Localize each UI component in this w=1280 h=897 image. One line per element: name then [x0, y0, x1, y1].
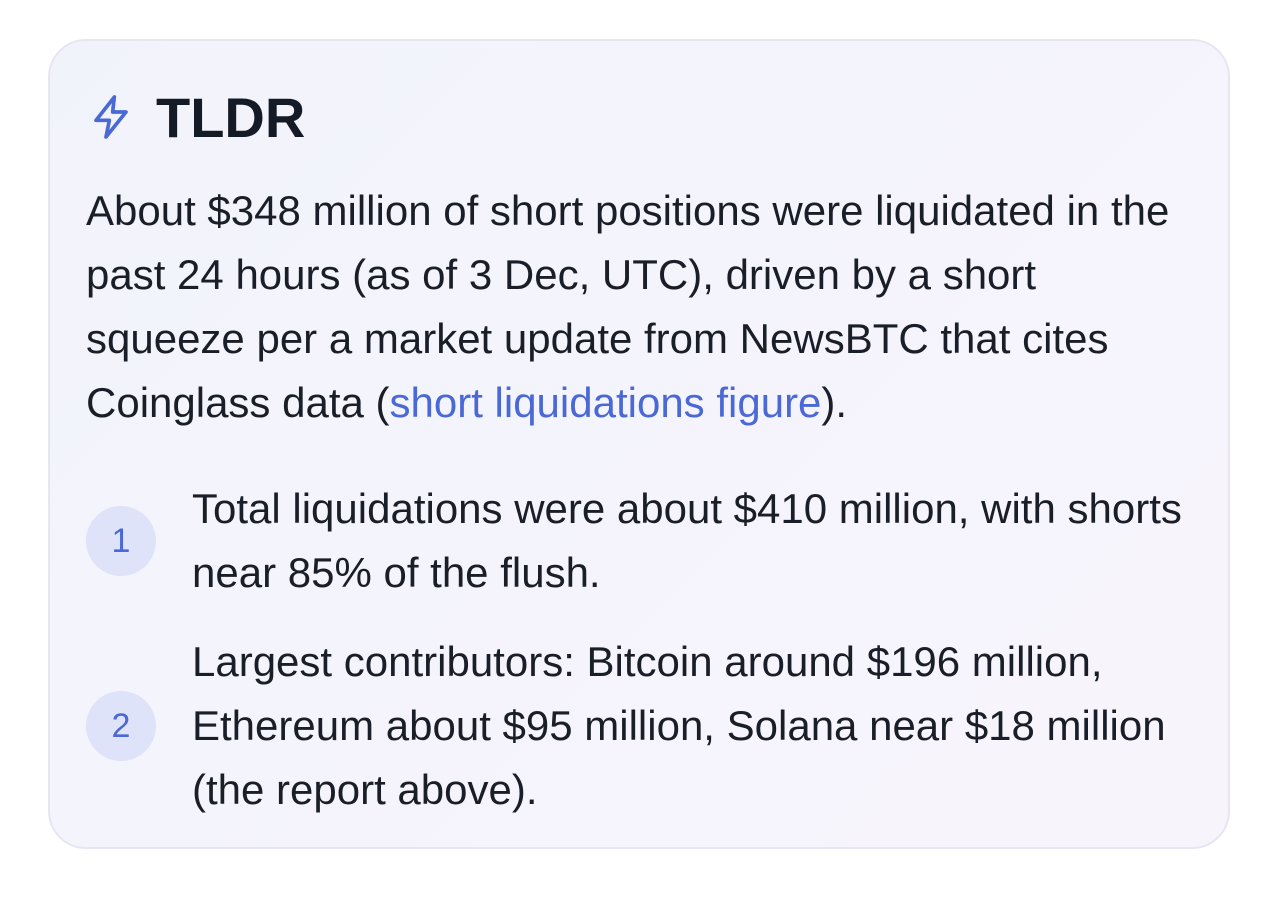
list-item: 1 Total liquidations were about $410 mil… — [86, 477, 1202, 605]
item-number-badge: 2 — [86, 691, 156, 761]
list-item: 2 Largest contributors: Bitcoin around $… — [86, 630, 1202, 822]
summary-text-end: ). — [821, 379, 848, 426]
tldr-summary: About $348 million of short positions we… — [86, 179, 1196, 435]
tldr-header: TLDR — [90, 85, 306, 149]
item-number-badge: 1 — [86, 506, 156, 576]
item-text: Total liquidations were about $410 milli… — [192, 485, 1182, 596]
summary-text: About $348 million of short positions we… — [86, 187, 1170, 426]
tldr-title: TLDR — [156, 85, 306, 149]
item-text: Largest contributors: Bitcoin around $19… — [192, 638, 1166, 813]
bolt-icon — [90, 93, 132, 141]
short-liquidations-link[interactable]: short liquidations figure — [389, 379, 822, 426]
tldr-card: TLDR About $348 million of short positio… — [48, 39, 1230, 849]
